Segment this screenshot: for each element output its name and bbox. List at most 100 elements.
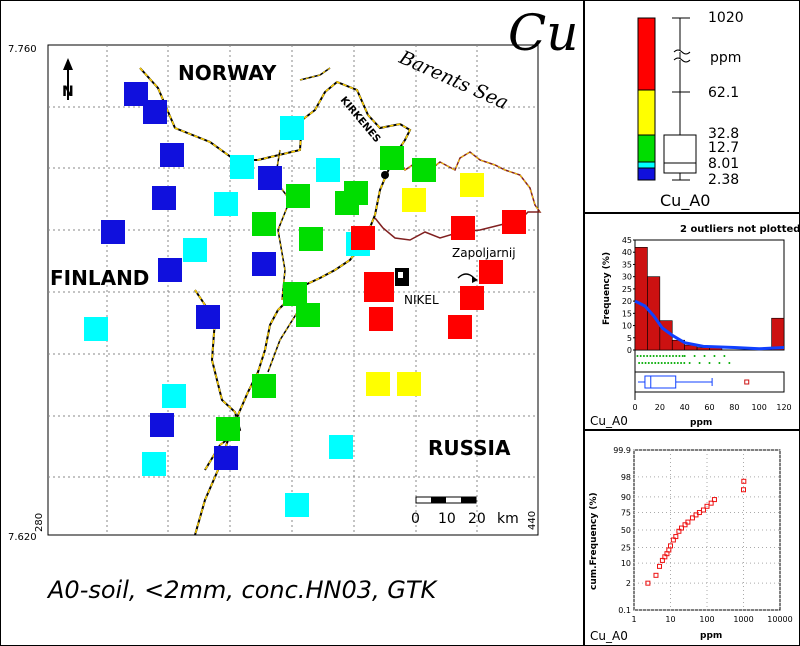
- sample-square-green: [286, 184, 310, 208]
- easting-left-label: 280: [34, 513, 45, 532]
- sample-point: [638, 362, 641, 364]
- cumulative-ytick: 75: [621, 509, 631, 518]
- cumulative-xlabel: ppm: [700, 631, 722, 641]
- sample-square-red: [479, 260, 503, 284]
- label-zapoljarnij: Zapoljarnij: [452, 246, 516, 260]
- cumulative-ytick: 99.9: [613, 446, 631, 455]
- element-title: Cu: [508, 4, 578, 62]
- boxplot-box: [644, 375, 677, 389]
- sample-point: [683, 362, 686, 364]
- label-kirkenes: KIRKENES: [338, 95, 383, 145]
- sample-point: [663, 362, 666, 364]
- legend-value-1020: 1020: [708, 10, 744, 26]
- sample-square-cyan: [285, 493, 309, 517]
- histogram-xtick: 20: [655, 403, 665, 412]
- cumulative-point: [685, 519, 691, 525]
- sample-square-cyan: [329, 435, 353, 459]
- cumulative-point: [645, 580, 651, 586]
- cumulative-xtick: 10000: [767, 615, 792, 624]
- scalebar-tick-20: 20: [468, 511, 486, 527]
- sample-point: [644, 362, 647, 364]
- sample-point: [681, 355, 684, 357]
- sample-square-green: [299, 227, 323, 251]
- cumulative-xtick: 1: [631, 615, 636, 624]
- caption: A0-soil, <2mm, conc.HN03, GTK: [46, 576, 438, 604]
- sample-square-cyan: [214, 192, 238, 216]
- cumulative-xtick: 100: [699, 615, 714, 624]
- cumulative-ytick: 98: [621, 473, 631, 482]
- northing-bottom-label: 7.620: [8, 532, 37, 543]
- legend-value-8: 8.01: [708, 156, 739, 172]
- sample-point: [667, 362, 670, 364]
- town-icon: [381, 171, 389, 179]
- sample-point: [670, 362, 673, 364]
- sample-point: [642, 355, 645, 357]
- sample-square-cyan: [84, 317, 108, 341]
- cumulative-point: [673, 534, 679, 540]
- cumulative-point: [689, 515, 695, 521]
- sample-point: [651, 362, 654, 364]
- sample-point: [671, 355, 674, 357]
- sample-point: [660, 362, 663, 364]
- histogram-ytick: 20: [622, 297, 632, 306]
- cumulative-point: [711, 497, 717, 503]
- sample-point: [673, 362, 676, 364]
- sample-square-yellow: [460, 173, 484, 197]
- cumulative-xtick: 10: [665, 615, 675, 624]
- sample-point: [693, 355, 696, 357]
- sample-square-red: [460, 286, 484, 310]
- legend-value-2: 2.38: [708, 172, 739, 188]
- sample-square-red: [502, 210, 526, 234]
- sample-square-green: [252, 374, 276, 398]
- cumulative-ytick: 90: [621, 493, 631, 502]
- cumulative-point: [682, 522, 688, 528]
- sample-square-red: [351, 226, 375, 250]
- legend-value-12: 12.7: [708, 140, 739, 156]
- sample-square-cyan: [183, 238, 207, 262]
- sample-point: [708, 362, 711, 364]
- sample-square-red: [451, 216, 475, 240]
- cumulative-point: [696, 510, 702, 516]
- histogram-label: Cu_A0: [590, 414, 628, 428]
- sample-square-green: [296, 303, 320, 327]
- sample-square-blue: [158, 258, 182, 282]
- sample-point: [728, 362, 731, 364]
- histogram-xtick: 100: [752, 403, 767, 412]
- sample-point: [639, 355, 642, 357]
- sample-square-blue: [150, 413, 174, 437]
- map-panel: Cu 7.760 7.620 280 440 N N: [8, 4, 578, 604]
- sample-point: [675, 355, 678, 357]
- cumulative-label: Cu_A0: [590, 629, 628, 643]
- sample-point: [646, 355, 649, 357]
- cumulative-ytick: 50: [621, 526, 631, 535]
- northing-top-label: 7.760: [8, 44, 37, 55]
- sample-point: [636, 355, 639, 357]
- cumulative-ylabel: cum.Frequency (%): [589, 492, 599, 590]
- histogram-panel: 2 outliers not plotted Frequency (%) ppm…: [590, 224, 800, 428]
- sample-point: [698, 362, 701, 364]
- cumulative-ytick: 10: [621, 559, 631, 568]
- sample-point: [652, 355, 655, 357]
- sample-square-green: [335, 191, 359, 215]
- histogram-ytick: 25: [622, 285, 632, 294]
- sample-square-cyan: [316, 158, 340, 182]
- sample-squares: [84, 82, 526, 517]
- histogram-xlabel: ppm: [690, 418, 712, 428]
- histogram-ytick: 0: [627, 346, 632, 355]
- sample-square-yellow: [366, 372, 390, 396]
- scalebar-tick-0: 0: [411, 511, 420, 527]
- histogram-ytick: 35: [622, 260, 632, 269]
- sample-square-green: [283, 282, 307, 306]
- histogram-ytick: 10: [622, 322, 632, 331]
- cumulative-ytick: 2: [626, 579, 631, 588]
- label-russia: RUSSIA: [428, 436, 511, 460]
- histogram-note: 2 outliers not plotted: [680, 224, 800, 235]
- boxplot-outlier: [744, 379, 750, 385]
- density-curve: [634, 299, 785, 351]
- sample-point: [659, 355, 662, 357]
- histogram-bar: [634, 247, 648, 351]
- cumulative-point: [700, 507, 706, 513]
- legend-unit: ppm: [710, 50, 741, 66]
- cumulative-point: [676, 528, 682, 534]
